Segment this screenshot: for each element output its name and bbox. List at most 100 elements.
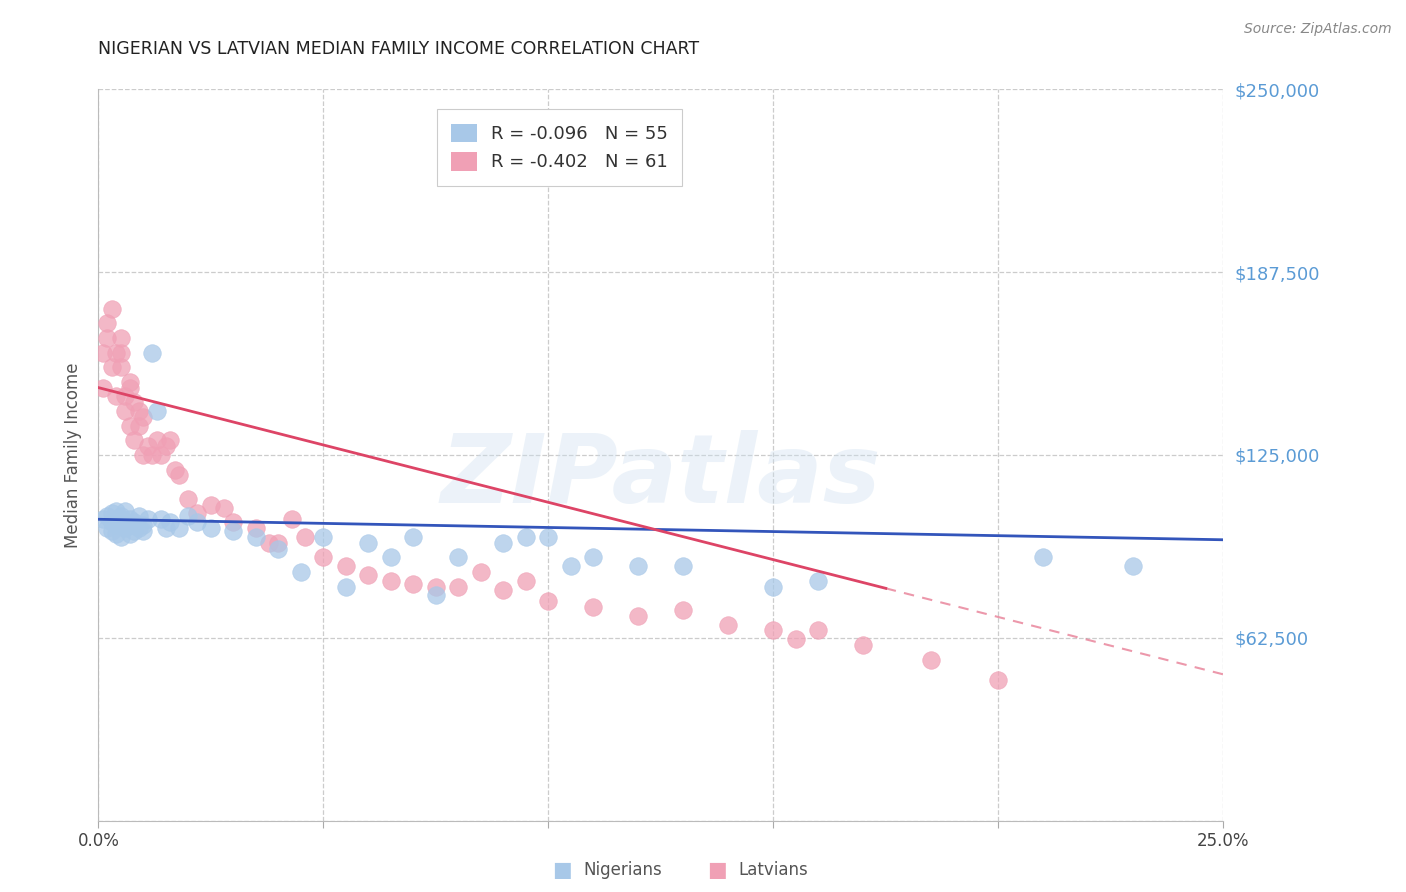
Point [101,524,124,538]
Point [141,345,163,359]
Point [132,518,155,533]
Point [136,439,159,453]
Point [114,503,136,517]
Point [335,580,357,594]
Text: Latvians: Latvians [738,861,808,879]
Point [987,673,1010,688]
Point [163,462,186,476]
Point [124,395,146,409]
Point [132,524,155,538]
Point [200,498,222,512]
Point [105,345,128,359]
Point [96,509,118,524]
Point [114,404,136,418]
Point [110,360,132,375]
Text: ZIPatlas: ZIPatlas [440,430,882,524]
Point [136,512,159,526]
Point [807,624,830,638]
Point [1122,559,1144,574]
Point [155,439,177,453]
Point [515,574,537,588]
Point [537,594,560,608]
Point [785,632,807,647]
Point [128,521,150,535]
Point [91,512,114,526]
Point [118,381,141,395]
Legend: R = -0.096   N = 55, R = -0.402   N = 61: R = -0.096 N = 55, R = -0.402 N = 61 [437,109,682,186]
Point [91,345,114,359]
Point [110,345,132,359]
Point [380,550,402,565]
Point [96,331,118,345]
Point [762,624,785,638]
Point [118,518,141,533]
Text: Nigerians: Nigerians [583,861,662,879]
Point [177,491,200,506]
Point [560,559,582,574]
Point [110,530,132,544]
Point [169,468,191,483]
Point [150,448,173,462]
Point [128,509,150,524]
Point [245,530,267,544]
Point [110,509,132,524]
Point [141,448,163,462]
Point [110,331,132,345]
Point [807,574,830,588]
Point [515,530,537,544]
Point [762,580,785,594]
Point [155,521,177,535]
Point [200,521,222,535]
Point [492,582,515,597]
Y-axis label: Median Family Income: Median Family Income [65,362,83,548]
Text: Source: ZipAtlas.com: Source: ZipAtlas.com [1244,22,1392,37]
Point [118,512,141,526]
Point [150,512,173,526]
Point [222,515,245,529]
Point [357,535,380,549]
Point [91,381,114,395]
Point [214,500,236,515]
Point [105,503,128,517]
Point [402,576,425,591]
Point [245,521,267,535]
Point [186,507,208,521]
Point [159,515,181,529]
Point [920,653,942,667]
Point [124,524,146,538]
Point [672,603,695,617]
Point [118,375,141,389]
Point [96,316,118,330]
Point [222,524,245,538]
Point [101,515,124,529]
Point [380,574,402,588]
Point [186,515,208,529]
Point [259,535,281,549]
Text: ■: ■ [707,860,727,880]
Point [177,509,200,524]
Point [335,559,357,574]
Point [294,530,316,544]
Point [159,434,181,448]
Point [146,434,169,448]
Point [425,588,447,602]
Point [717,617,740,632]
Point [128,404,150,418]
Point [124,515,146,529]
Point [101,301,124,316]
Point [1032,550,1054,565]
Point [290,565,312,579]
Point [105,389,128,403]
Point [101,507,124,521]
Point [267,535,290,549]
Point [425,580,447,594]
Point [169,521,191,535]
Point [105,527,128,541]
Point [492,535,515,549]
Point [105,518,128,533]
Point [537,530,560,544]
Point [101,360,124,375]
Point [470,565,492,579]
Point [114,389,136,403]
Point [132,448,155,462]
